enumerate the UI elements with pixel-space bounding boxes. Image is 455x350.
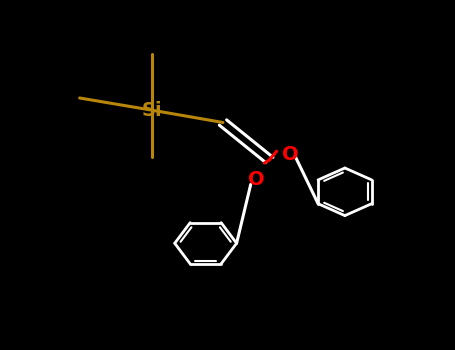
Text: Si: Si [142,101,163,120]
Text: O: O [248,170,264,189]
Text: O: O [282,145,298,164]
